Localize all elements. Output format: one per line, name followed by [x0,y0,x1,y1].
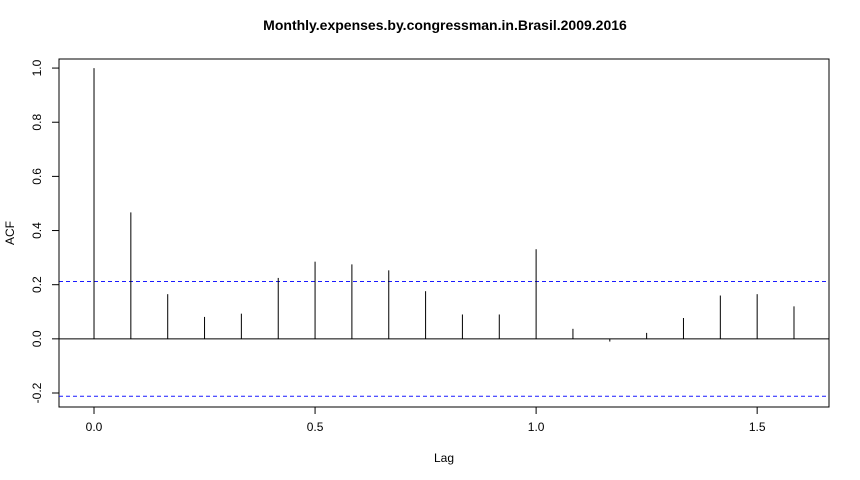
x-tick-label: 0.5 [307,420,324,434]
x-axis-label: Lag [434,451,454,465]
y-tick-label: 1.0 [30,59,44,76]
acf-spikes [93,68,795,342]
chart-title: Monthly.expenses.by.congressman.in.Brasi… [263,17,627,33]
x-tick-label: 0.0 [86,420,103,434]
x-axis: 0.0 0.5 1.0 1.5 [86,406,766,434]
y-tick-label: -0.2 [30,382,44,403]
x-tick-label: 1.0 [528,420,545,434]
y-tick-label: 0.0 [30,330,44,347]
y-tick-label: 0.2 [30,276,44,293]
y-tick-label: 0.4 [30,222,44,239]
x-tick-label: 1.5 [749,420,766,434]
y-tick-label: 0.6 [30,168,44,185]
y-axis: -0.2 0.0 0.2 0.4 0.6 0.8 1.0 [30,59,60,403]
y-tick-label: 0.8 [30,114,44,131]
confidence-bounds [59,280,829,397]
plot-frame [58,58,830,408]
y-axis-label: ACF [3,221,17,245]
